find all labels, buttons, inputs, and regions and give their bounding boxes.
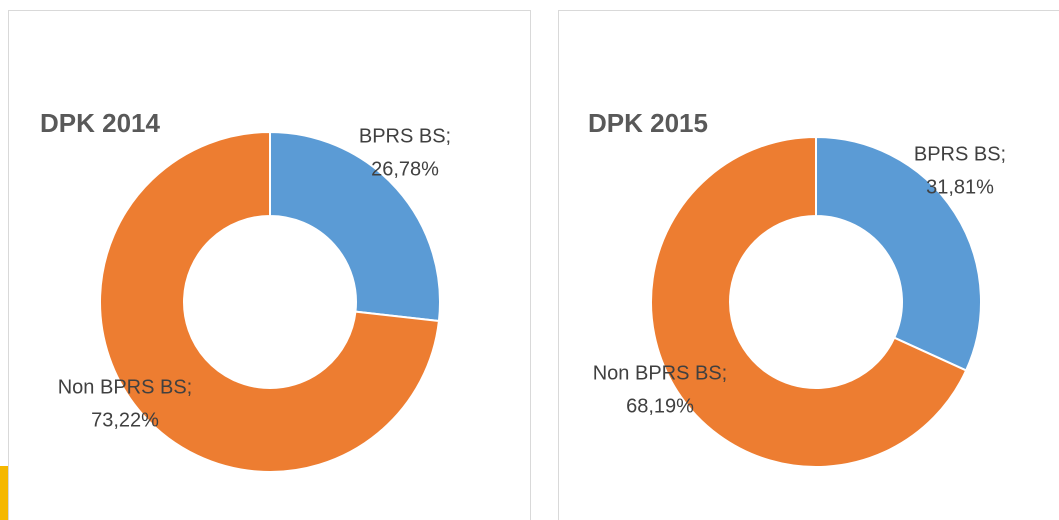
donut-slice [99, 130, 441, 473]
slice-category-label: Non BPRS BS; [593, 362, 728, 384]
slice-category-label: BPRS BS; [359, 125, 451, 147]
chart-title: DPK 2014 [40, 108, 160, 138]
slice-value-label: 26,78% [371, 158, 439, 180]
slice-category-label: BPRS BS; [914, 143, 1006, 165]
donut-slice [269, 130, 441, 323]
side-tab [0, 466, 8, 520]
donut-slice [650, 135, 968, 468]
chart-title: DPK 2015 [588, 108, 708, 138]
slice-category-label: Non BPRS BS; [58, 376, 193, 398]
slice-value-label: 68,19% [626, 395, 694, 417]
slice-value-label: 31,81% [926, 176, 994, 198]
donut-slice [815, 135, 982, 372]
slice-value-label: 73,22% [91, 409, 159, 431]
